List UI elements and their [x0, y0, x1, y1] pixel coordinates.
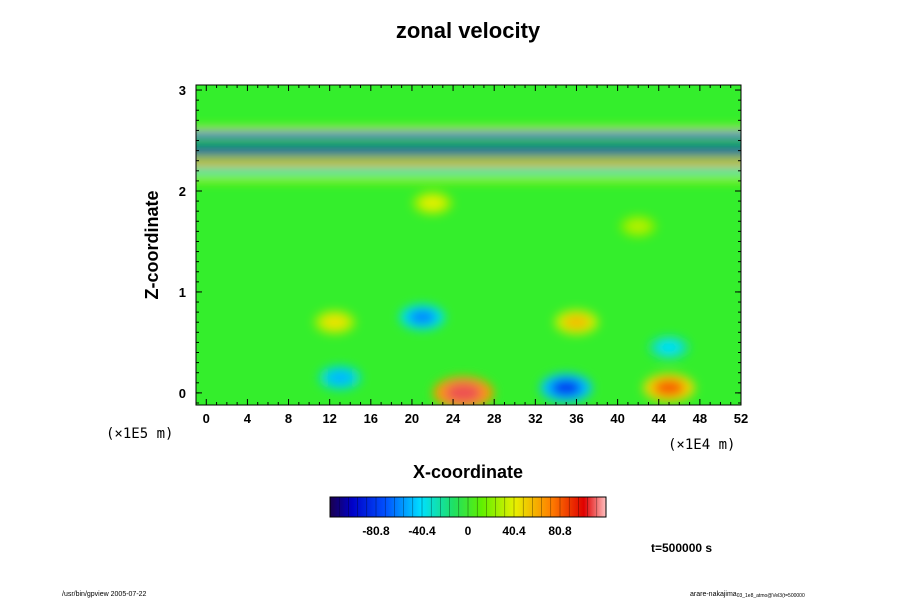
- colorbar-tick-label: 40.4: [502, 524, 526, 538]
- plot-frame: [195, 84, 742, 406]
- feature-core-8: [420, 196, 445, 211]
- feature-core-4: [322, 315, 348, 330]
- band-1: [196, 131, 741, 139]
- x-tick-label: 20: [405, 411, 419, 426]
- feature-core-5: [563, 314, 590, 330]
- x-tick-label: 40: [610, 411, 624, 426]
- band-2: [196, 147, 741, 155]
- feature-core-2: [653, 379, 685, 397]
- x-tick-label: 28: [487, 411, 501, 426]
- heatmap-field: [196, 85, 741, 405]
- colorbar-tick-label: 80.8: [548, 524, 572, 538]
- y-tick-label: 0: [179, 386, 186, 401]
- x-tick-label: 24: [446, 411, 461, 426]
- feature-core-0: [445, 383, 482, 403]
- y-tick-label: 3: [179, 83, 186, 98]
- footer-right-main: arare-nakajima: [690, 591, 737, 598]
- y-tick-label: 2: [179, 184, 186, 199]
- y-axis-label: Z-coordinate: [142, 190, 162, 299]
- colorbar-tick-label: 0: [465, 524, 472, 538]
- x-tick-label: 12: [322, 411, 336, 426]
- band-4: [196, 167, 741, 175]
- x-tick-label: 44: [652, 411, 667, 426]
- feature-core-6: [408, 309, 436, 325]
- colorbar-tick-label: -40.4: [408, 524, 436, 538]
- feature-core-7: [657, 340, 681, 355]
- chart-title: zonal velocity: [396, 18, 541, 43]
- footer-left: /usr/bin/gpview 2005-07-22: [62, 591, 147, 598]
- x-tick-label: 16: [364, 411, 378, 426]
- band-5: [196, 175, 741, 183]
- x-tick-label: 0: [203, 411, 210, 426]
- footer-right: arare-nakajima03_1e8_atmo@Vel3(t=500000: [690, 591, 805, 599]
- x-tick-label: 36: [569, 411, 583, 426]
- colorbar-tick-label: -80.8: [362, 524, 390, 538]
- x-tick-label: 4: [244, 411, 252, 426]
- x-tick-label: 8: [285, 411, 292, 426]
- time-label: t=500000 s: [651, 541, 712, 555]
- feature-core-3: [327, 370, 353, 386]
- feature-core-9: [627, 219, 650, 233]
- x-scale-label: (×1E4 m): [668, 437, 735, 453]
- x-tick-label: 32: [528, 411, 542, 426]
- feature-core-1: [550, 379, 582, 397]
- band-0: [196, 126, 741, 134]
- x-tick-label: 48: [693, 411, 707, 426]
- footer-right-sub: 03_1e8_atmo@Vel3(t=500000: [737, 593, 805, 599]
- x-tick-label: 52: [734, 411, 748, 426]
- y-tick-label: 1: [179, 285, 186, 300]
- x-axis-label: X-coordinate: [413, 462, 523, 482]
- y-scale-label: (×1E5 m): [106, 426, 173, 442]
- band-3: [196, 159, 741, 167]
